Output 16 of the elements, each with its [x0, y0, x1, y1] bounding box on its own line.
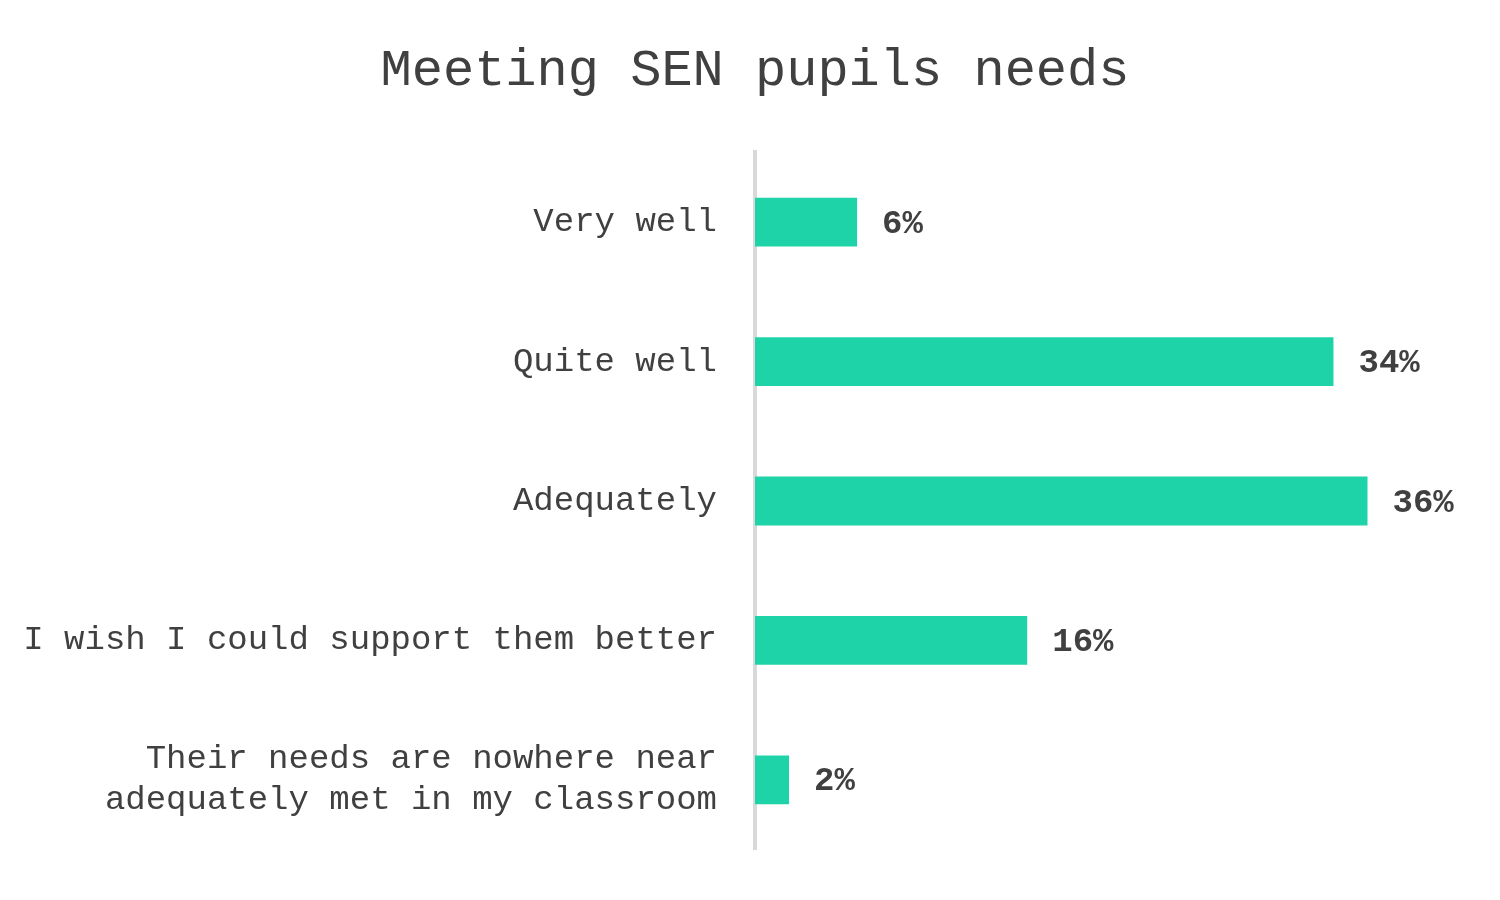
bar [755, 337, 1334, 386]
bar [755, 616, 1028, 665]
data-label: 16% [1052, 623, 1115, 661]
bar [755, 197, 858, 247]
chart-title: Meeting SEN pupils needs [380, 41, 1130, 101]
bar [755, 755, 790, 805]
bar [755, 476, 1368, 526]
y-tick-label: Their needs are nowhere near adequately met in my classroom [104, 740, 717, 820]
data-label: 36% [1392, 483, 1455, 522]
y-tick-label: I wish I could support them better [23, 621, 717, 660]
y-tick-label: Very well [533, 203, 717, 242]
data-label: 6% [882, 204, 924, 243]
data-label: 34% [1358, 344, 1421, 383]
y-tick-label: Adequately [512, 482, 717, 520]
data-label: 2% [814, 762, 856, 801]
y-tick-label: Quite well [512, 342, 717, 381]
